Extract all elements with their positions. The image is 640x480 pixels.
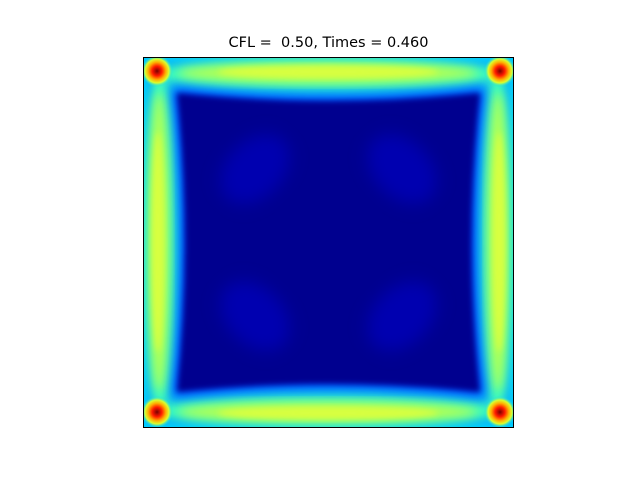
hotspot-top-left [143,57,173,87]
inner-blob-br [367,281,437,351]
bottom-band-core [218,407,438,419]
axes-frame [143,57,514,428]
hotspot-top-right [484,57,514,87]
hotspot-bottom-left [143,396,173,428]
inner-blob-tl [220,134,290,204]
inner-blob-tr [367,134,437,204]
top-band-core [218,66,438,78]
left-band-core [152,132,164,352]
inner-blob-bl [220,281,290,351]
plot-title: CFL = 0.50, Times = 0.460 [228,35,429,51]
hotspot-bottom-right [484,396,514,428]
heatmap-plot [143,57,514,428]
right-band-core [493,132,505,352]
heatmap-svg [143,57,514,428]
interior-field [177,93,480,392]
